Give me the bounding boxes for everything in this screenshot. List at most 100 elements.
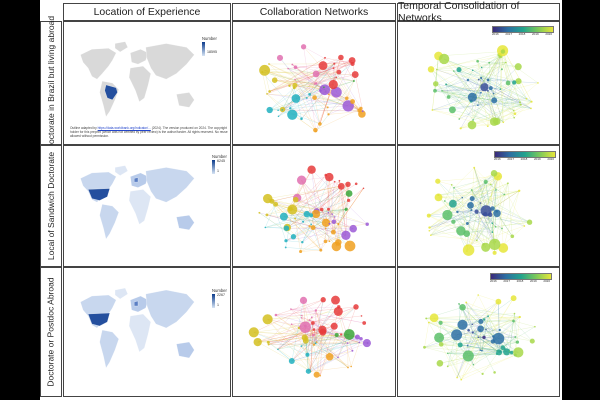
network-edge	[478, 337, 500, 353]
figure: Location of Experience Collaboration Net…	[40, 0, 562, 400]
network-edge	[426, 316, 520, 319]
network-edge	[514, 101, 532, 118]
attribution-link[interactable]: https://data.worldbank.org/indicator/...	[97, 126, 151, 130]
network-node	[305, 352, 310, 357]
network-node	[508, 350, 511, 353]
network-node	[459, 304, 466, 311]
network-edge	[274, 80, 325, 90]
network-edge	[308, 326, 335, 372]
network-edge	[470, 50, 503, 102]
network-edge	[301, 179, 329, 210]
timeline-labels: 2016 2017 2018 2019 2020	[490, 279, 550, 283]
network-edge	[266, 214, 334, 233]
network-node	[461, 196, 464, 199]
network-edge	[448, 51, 504, 98]
network-edge	[504, 320, 514, 349]
network-edge	[275, 204, 322, 210]
network-edge	[472, 70, 519, 82]
row-label-1: Doctorate in Brazil but living abroad	[40, 16, 62, 150]
network-edge	[453, 167, 475, 188]
network-node	[448, 199, 457, 208]
network-node	[354, 182, 358, 186]
network-edge	[266, 57, 326, 95]
network-node	[471, 331, 474, 334]
network-edge	[460, 82, 509, 129]
network-edge	[452, 109, 495, 122]
network-edge	[303, 300, 337, 336]
network-edge	[430, 176, 499, 236]
network-edge	[481, 66, 519, 68]
network-edge	[303, 300, 306, 341]
network-edge	[313, 335, 316, 344]
network-edge	[316, 74, 356, 84]
network-edge	[462, 197, 468, 252]
network-node	[504, 61, 507, 64]
network-edge	[468, 330, 503, 348]
network-edge	[476, 211, 496, 242]
network-edge	[456, 334, 458, 378]
network-edge	[257, 341, 311, 372]
network-node	[478, 318, 484, 325]
network-edge	[453, 70, 504, 123]
network-node	[318, 122, 322, 126]
network-edge	[459, 49, 504, 120]
network-edge	[447, 338, 499, 354]
network-edge	[316, 63, 353, 75]
network-edge	[432, 109, 495, 122]
network-edge	[310, 366, 352, 372]
network-node	[268, 90, 271, 93]
network-node	[477, 104, 479, 107]
network-edge	[291, 300, 304, 362]
network-node	[510, 295, 517, 302]
network-edge	[325, 224, 368, 229]
network-edge	[466, 205, 471, 246]
network-node	[505, 80, 511, 86]
network-node	[512, 319, 515, 323]
network-edge	[257, 334, 337, 343]
network-edge	[301, 180, 327, 223]
network-edge	[426, 313, 515, 319]
network-edge	[498, 54, 504, 123]
network-node	[284, 246, 287, 249]
network-node	[492, 335, 495, 338]
network-edge	[487, 90, 497, 122]
network-node	[525, 97, 528, 100]
network-node	[425, 317, 428, 320]
network-node	[491, 231, 494, 234]
network-edge	[473, 298, 514, 365]
network-edge	[315, 299, 324, 344]
network-edge	[477, 81, 519, 106]
network-edge	[476, 211, 495, 245]
network-node	[491, 97, 498, 104]
usa-region	[87, 312, 110, 327]
network-edge	[429, 227, 486, 248]
network-edge	[466, 302, 483, 351]
network-edge	[338, 209, 347, 225]
network-edge	[502, 336, 516, 348]
network-edge	[290, 308, 316, 311]
network-node	[463, 230, 471, 238]
network-edge	[472, 174, 493, 199]
network-edge	[320, 329, 323, 376]
network-edge	[315, 80, 355, 132]
network-edge	[503, 104, 521, 123]
network-edge	[428, 184, 491, 216]
network-node	[466, 344, 469, 347]
network-node	[326, 106, 329, 109]
network-edge	[259, 212, 294, 237]
network-edge	[496, 81, 519, 122]
map-attribution: Outline adapted by https://data.worldban…	[70, 126, 228, 138]
network-edge	[481, 67, 495, 122]
network-edge	[480, 313, 515, 351]
network-node	[433, 88, 437, 93]
network-node	[495, 189, 497, 191]
network-edge	[426, 318, 514, 322]
network-node	[490, 206, 495, 211]
network-edge	[430, 69, 488, 127]
network-edge	[292, 209, 326, 229]
network-node	[352, 80, 355, 82]
network-node	[271, 77, 278, 83]
network-edge	[485, 316, 520, 330]
network-edge	[266, 93, 283, 110]
network-edge	[282, 90, 321, 111]
